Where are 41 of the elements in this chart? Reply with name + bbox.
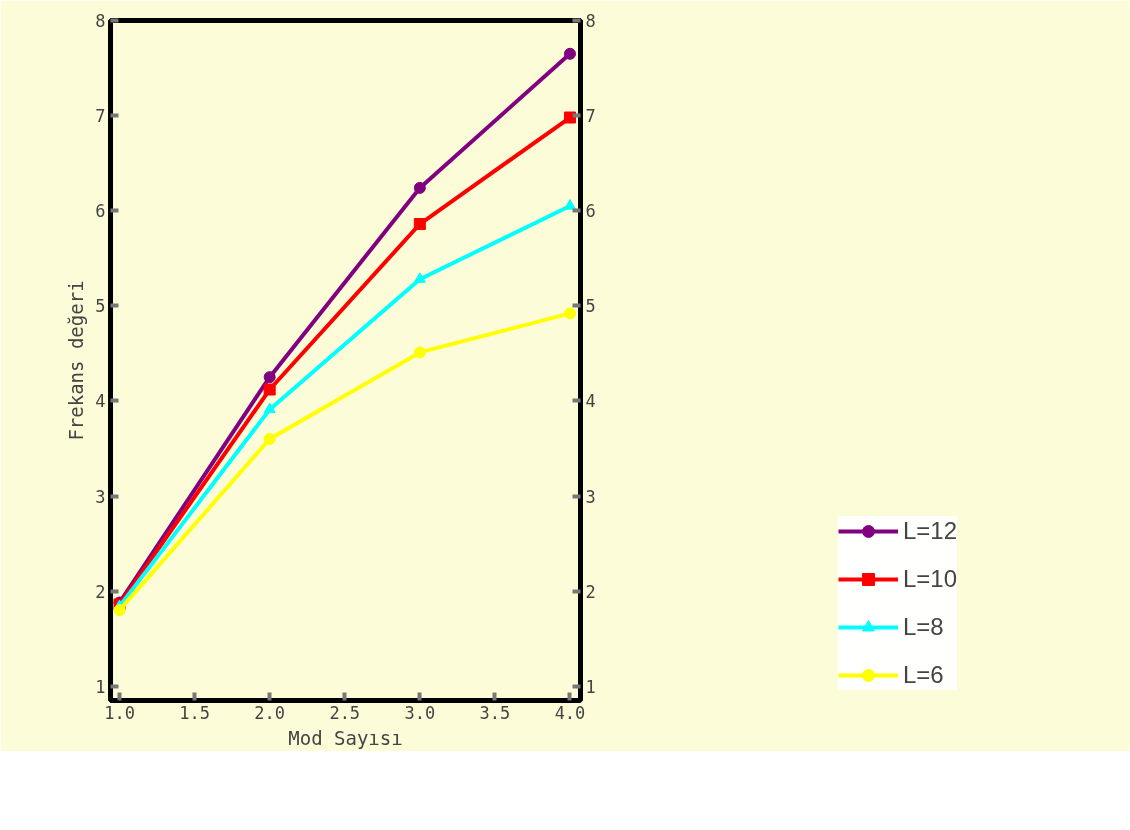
point [263, 432, 276, 445]
y2-tick-label: 6 [585, 201, 596, 222]
legend-label: L=10 [902, 565, 958, 593]
x-tick-label: 2.5 [329, 702, 361, 723]
y-tick-label: 3 [95, 486, 106, 507]
legend-label: L=12 [902, 517, 958, 545]
point [563, 111, 576, 124]
y-tick-label: 5 [95, 296, 106, 317]
y2-tick-label: 5 [585, 296, 596, 317]
y-axis-title: Frekans değeri [65, 280, 88, 441]
y2-tick-label: 4 [585, 391, 596, 412]
point [263, 371, 276, 384]
y-tick-label: 1 [95, 676, 106, 697]
y-tick-label: 2 [95, 581, 106, 602]
point [413, 272, 426, 283]
point [413, 181, 426, 194]
x-tick-label: 3.0 [404, 702, 436, 723]
y2-tick-label: 7 [585, 106, 596, 127]
y2-tick-label: 3 [585, 486, 596, 507]
point [563, 47, 576, 60]
y-tick-label: 7 [95, 106, 106, 127]
y-tick-label: 4 [95, 391, 106, 412]
x-axis-title: Mod Sayısı [288, 726, 403, 749]
point [563, 307, 576, 320]
x-tick-label: 3.5 [479, 702, 511, 723]
point [113, 604, 126, 617]
y2-tick-label: 1 [585, 676, 596, 697]
x-tick-label: 4.0 [554, 702, 586, 723]
point [263, 383, 276, 396]
point [263, 402, 276, 414]
y-tick-label: 6 [95, 201, 106, 222]
x-tick-label: 1.5 [179, 702, 210, 723]
point [413, 346, 426, 359]
legend-label: L=8 [902, 613, 944, 641]
y2-tick-label: 8 [585, 11, 596, 31]
y2-tick-label: 2 [585, 581, 596, 602]
x-tick-label: 1.0 [104, 702, 135, 723]
x-tick-label: 2.0 [254, 702, 286, 723]
y-tick-label: 8 [95, 11, 106, 31]
point [413, 218, 426, 231]
legend-label: L=6 [902, 661, 944, 689]
